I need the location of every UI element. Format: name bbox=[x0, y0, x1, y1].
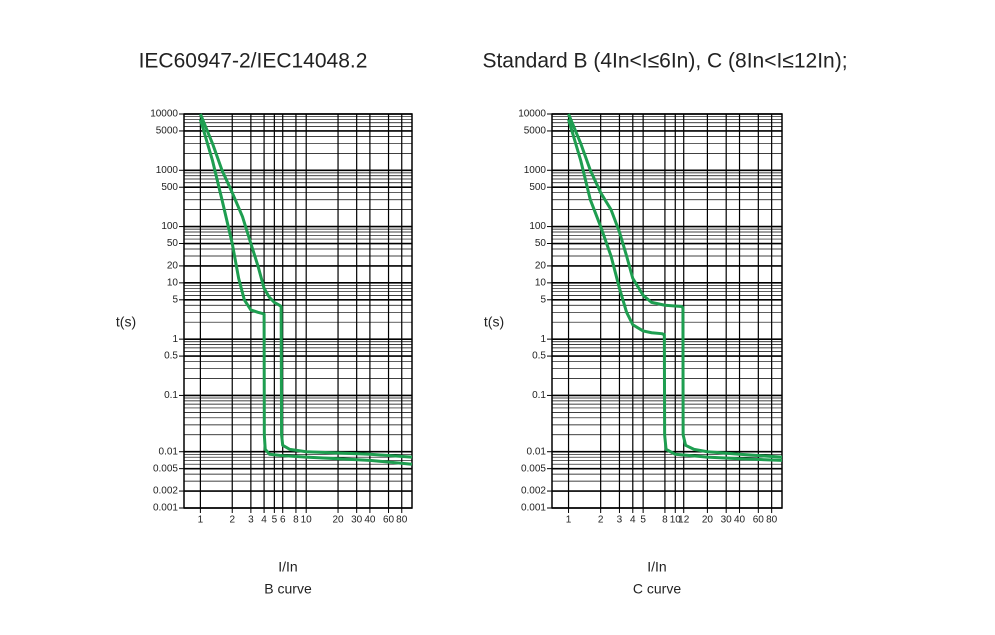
curve bbox=[199, 113, 413, 459]
y-tick-label: 10000 bbox=[150, 109, 178, 120]
y-tick-label: 10 bbox=[535, 277, 547, 288]
y-tick-label: 500 bbox=[161, 182, 178, 193]
x-tick-label: 60 bbox=[383, 515, 395, 526]
page-title: IEC60947-2/IEC14048.2 bbox=[139, 50, 368, 73]
y-tick-label: 10 bbox=[167, 277, 179, 288]
y-tick-label: 5000 bbox=[524, 126, 547, 137]
x-axis-label: I/In bbox=[278, 559, 297, 575]
x-tick-label: 2 bbox=[229, 515, 235, 526]
x-tick-label: 5 bbox=[640, 515, 646, 526]
y-tick-label: 1000 bbox=[524, 165, 547, 176]
plot-frame bbox=[183, 113, 413, 509]
y-tick-label: 5000 bbox=[156, 126, 179, 137]
y-tick-label: 1 bbox=[172, 334, 178, 345]
y-axis-label: t(s) bbox=[116, 314, 136, 330]
x-tick-label: 60 bbox=[753, 515, 765, 526]
x-tick-label: 6 bbox=[280, 515, 286, 526]
y-tick-label: 10000 bbox=[518, 109, 546, 120]
x-tick-label: 1 bbox=[566, 515, 572, 526]
x-tick-label: 2 bbox=[598, 515, 604, 526]
charts: 0.001 0.002 0.005 0.01 0.1 0.5 1 5 10 20 50 100 500 1… bbox=[116, 109, 783, 597]
y-tick-label: 1000 bbox=[156, 165, 179, 176]
y-tick-label: 0.1 bbox=[164, 390, 178, 401]
y-tick-label: 0.005 bbox=[521, 463, 546, 474]
x-tick-label: 80 bbox=[396, 515, 408, 526]
y-tick-label: 20 bbox=[535, 261, 547, 272]
page-subtitle: Standard B (4In<I≤6In), C (8In<I≤12In); bbox=[482, 50, 847, 73]
x-tick-label: 10 bbox=[301, 515, 313, 526]
x-tick-label: 40 bbox=[364, 515, 376, 526]
x-tick-label: 3 bbox=[617, 515, 623, 526]
x-tick-label: 20 bbox=[702, 515, 714, 526]
y-tick-label: 0.1 bbox=[532, 390, 546, 401]
y-tick-label: 5 bbox=[172, 294, 178, 305]
curve bbox=[567, 119, 783, 462]
y-tick-label: 5 bbox=[540, 294, 546, 305]
x-tick-label: 3 bbox=[248, 515, 254, 526]
y-tick-label: 0.002 bbox=[521, 486, 546, 497]
y-tick-label: 0.002 bbox=[153, 486, 178, 497]
y-tick-label: 100 bbox=[161, 221, 178, 232]
y-axis-label: t(s) bbox=[484, 314, 504, 330]
x-tick-label: 8 bbox=[662, 515, 668, 526]
y-tick-label: 0.01 bbox=[159, 446, 179, 457]
chart-caption: C curve bbox=[633, 581, 681, 597]
chart: 0.001 0.002 0.005 0.01 0.1 0.5 1 5 10 20 50 100 500 1… bbox=[116, 109, 413, 597]
curve bbox=[198, 119, 413, 466]
y-tick-label: 50 bbox=[535, 238, 547, 249]
x-tick-label: 30 bbox=[721, 515, 733, 526]
curve bbox=[567, 113, 783, 459]
x-tick-label: 1 bbox=[198, 515, 204, 526]
x-tick-label: 4 bbox=[261, 515, 267, 526]
y-tick-label: 1 bbox=[540, 334, 546, 345]
y-tick-label: 50 bbox=[167, 238, 179, 249]
x-tick-label: 80 bbox=[766, 515, 778, 526]
x-tick-label: 12 bbox=[678, 515, 690, 526]
x-axis-label: I/In bbox=[647, 559, 666, 575]
x-tick-label: 40 bbox=[734, 515, 746, 526]
x-tick-label: 10 bbox=[670, 515, 682, 526]
y-tick-label: 500 bbox=[529, 182, 546, 193]
chart-caption: B curve bbox=[264, 581, 312, 597]
y-tick-label: 0.005 bbox=[153, 463, 178, 474]
x-tick-label: 8 bbox=[293, 515, 299, 526]
x-tick-label: 20 bbox=[332, 515, 344, 526]
y-tick-label: 0.01 bbox=[527, 446, 547, 457]
x-tick-label: 5 bbox=[272, 515, 278, 526]
y-tick-label: 0.001 bbox=[521, 503, 546, 514]
plot-frame bbox=[551, 113, 783, 509]
x-tick-label: 4 bbox=[630, 515, 636, 526]
y-tick-label: 20 bbox=[167, 261, 179, 272]
y-tick-label: 0.5 bbox=[532, 351, 546, 362]
y-tick-label: 0.5 bbox=[164, 351, 178, 362]
x-tick-label: 30 bbox=[351, 515, 363, 526]
chart: 0.001 0.002 0.005 0.01 0.1 0.5 1 5 10 20 50 100 500 1… bbox=[484, 109, 783, 597]
y-tick-label: 0.001 bbox=[153, 503, 178, 514]
y-tick-label: 100 bbox=[529, 221, 546, 232]
